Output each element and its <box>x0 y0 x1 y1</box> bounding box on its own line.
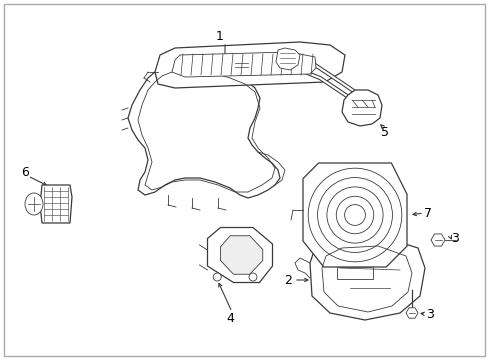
Polygon shape <box>207 228 272 283</box>
Text: 2: 2 <box>284 274 291 287</box>
Text: 4: 4 <box>225 311 233 324</box>
Text: 3: 3 <box>450 231 458 244</box>
Polygon shape <box>430 234 444 246</box>
Circle shape <box>213 273 221 281</box>
Polygon shape <box>336 267 372 279</box>
Polygon shape <box>128 65 280 198</box>
Polygon shape <box>172 52 315 77</box>
Polygon shape <box>405 308 417 318</box>
Polygon shape <box>220 236 262 274</box>
Polygon shape <box>309 236 424 320</box>
Polygon shape <box>155 42 345 88</box>
Text: 7: 7 <box>423 207 431 220</box>
Polygon shape <box>40 185 72 223</box>
Polygon shape <box>275 48 299 70</box>
Text: 1: 1 <box>216 30 224 42</box>
Ellipse shape <box>25 193 43 215</box>
Text: 6: 6 <box>21 166 29 179</box>
Polygon shape <box>303 163 406 267</box>
Text: 3: 3 <box>425 309 433 321</box>
Text: 5: 5 <box>380 126 388 139</box>
Circle shape <box>248 273 257 281</box>
Polygon shape <box>341 90 381 126</box>
